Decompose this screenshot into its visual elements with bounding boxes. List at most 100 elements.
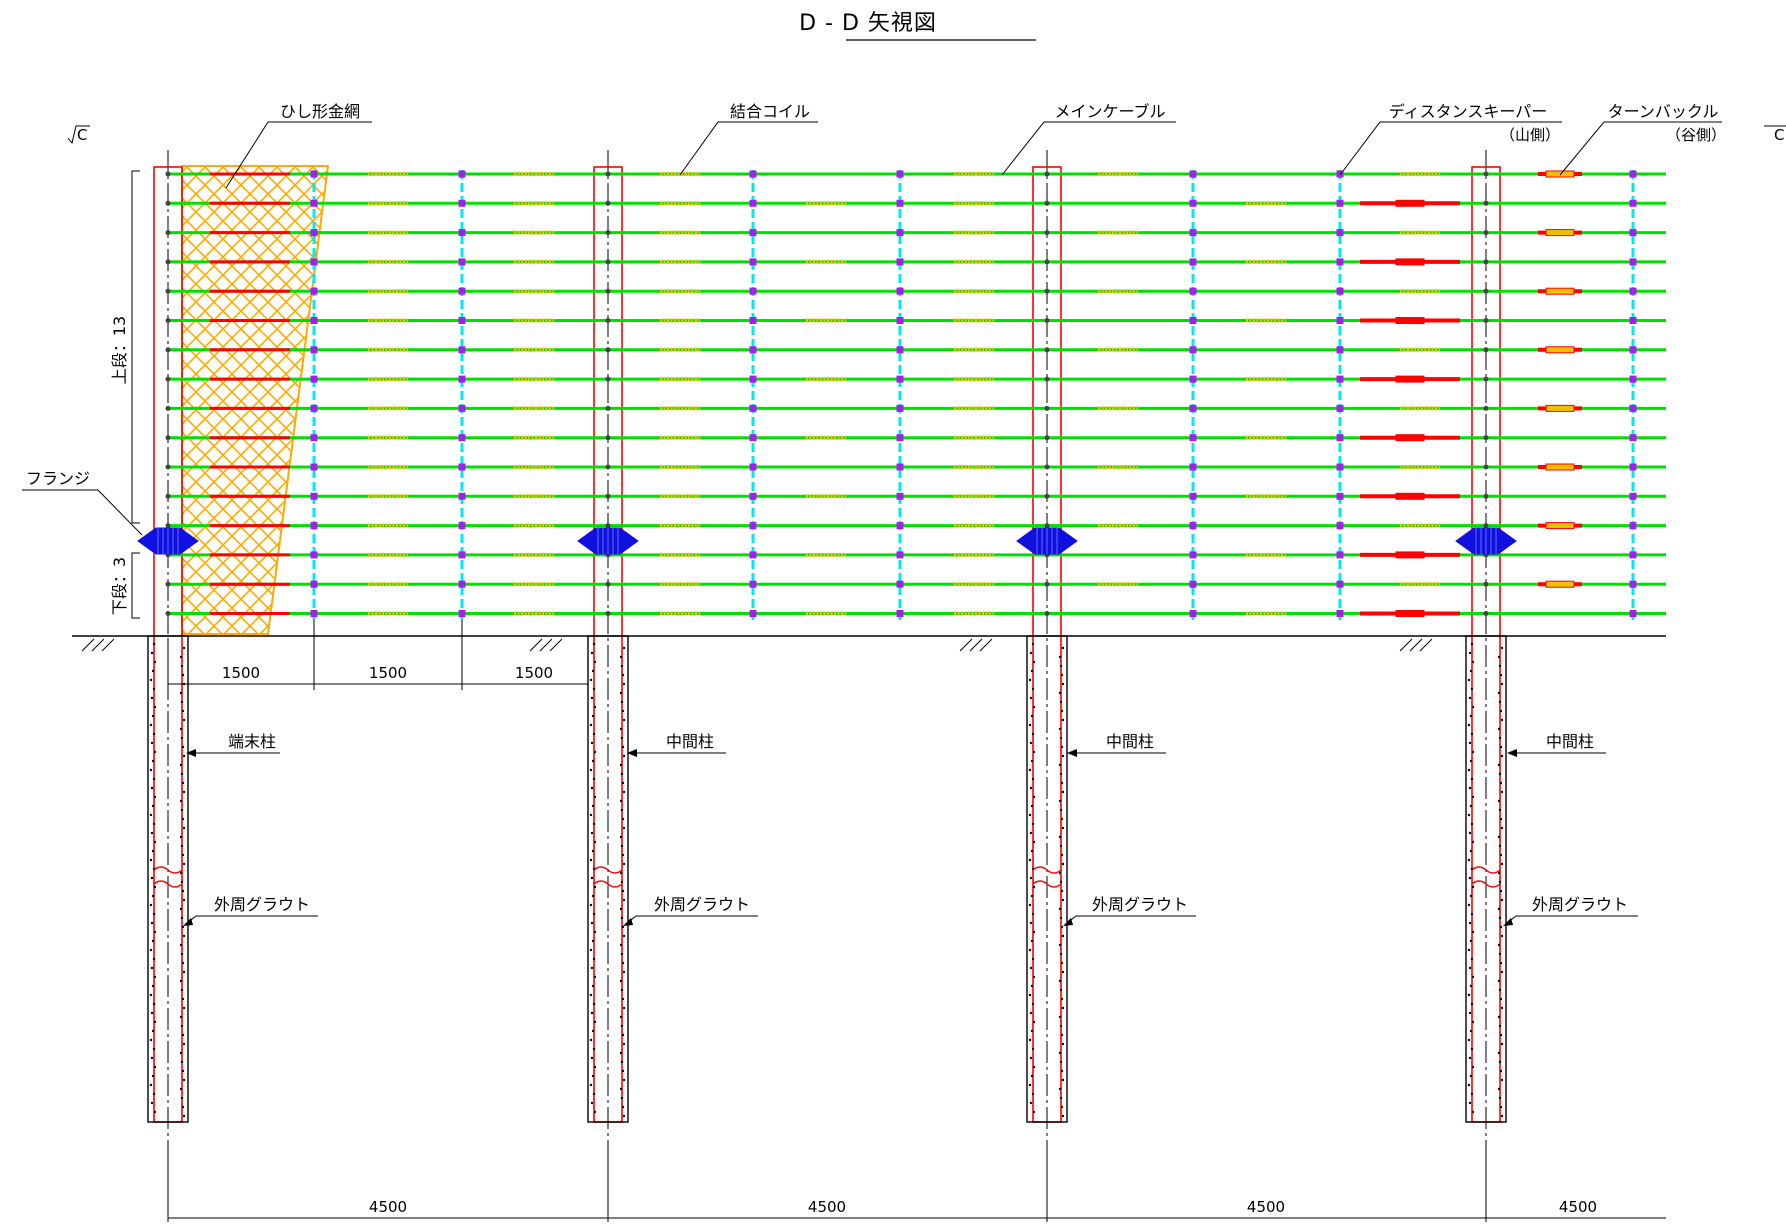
grout-dot: [1497, 979, 1501, 983]
grout-dot: [180, 1024, 184, 1028]
grout-dot: [590, 651, 594, 655]
cable-node: [458, 551, 466, 559]
grout-dot: [622, 1114, 626, 1118]
post-node: [165, 464, 171, 470]
cable-node: [458, 346, 466, 354]
grout-dot: [1500, 862, 1504, 866]
grout-dot: [590, 696, 594, 700]
grout-dot: [1468, 921, 1472, 925]
mesh-line: [182, 166, 328, 634]
section-mark-left-text: C: [77, 126, 87, 144]
grout-dot: [589, 768, 593, 772]
grout-dot: [620, 1096, 624, 1100]
grout-dot: [181, 1033, 185, 1037]
grout-dot: [619, 799, 623, 803]
grout-dot: [1498, 1096, 1502, 1100]
grout-dot: [1030, 984, 1034, 988]
grout-dot: [590, 741, 594, 745]
grout-dot: [592, 957, 596, 961]
cable-node: [1336, 580, 1344, 588]
grout-dot: [1032, 795, 1036, 799]
mesh-line: [438, 166, 908, 636]
arrow-middle-post-1: [627, 749, 637, 757]
cable-node: [1629, 199, 1637, 207]
grout-dot: [1031, 1092, 1035, 1096]
post-node: [1044, 435, 1050, 441]
post-node: [1483, 318, 1489, 323]
lower-tier-bracket: [131, 552, 140, 619]
grout-dot: [1031, 732, 1035, 736]
turnbuckle-body: [1545, 170, 1575, 178]
grout-dot: [1500, 826, 1504, 830]
turnbuckle-body: [1545, 287, 1575, 295]
grout-dot: [182, 718, 186, 722]
post-node: [1483, 435, 1489, 441]
grout-dot: [182, 826, 186, 830]
grout-dot: [592, 642, 596, 646]
grout-dot: [151, 714, 155, 718]
grout-dot: [589, 678, 593, 682]
grout-dot: [1032, 840, 1036, 844]
turnbuckle-body: [1545, 580, 1575, 588]
post-node: [1044, 405, 1050, 411]
grout-dot: [1061, 898, 1065, 902]
cable-node: [1336, 404, 1344, 412]
grout-dot: [153, 1065, 157, 1069]
cable-node: [458, 199, 466, 207]
cable-node: [1336, 287, 1344, 295]
grout-dot: [589, 903, 593, 907]
grout-dot: [1030, 759, 1034, 763]
grout-dot: [150, 831, 154, 835]
mesh-line: [420, 166, 890, 636]
grout-dot: [1467, 903, 1471, 907]
grout-dot: [151, 1029, 155, 1033]
cable-node: [896, 199, 904, 207]
mesh-line: [546, 166, 1016, 636]
grout-dot: [1028, 813, 1032, 817]
mesh-line: [182, 166, 315, 634]
grout-dot: [1469, 714, 1473, 718]
grout-dot: [149, 993, 153, 997]
post-node: [605, 230, 611, 236]
grout-dot: [1468, 696, 1472, 700]
turnbuckle-body: [1545, 404, 1575, 412]
mesh-line: [654, 166, 1124, 636]
grout-dot: [153, 975, 157, 979]
cable-node: [310, 346, 318, 354]
cable-node: [1629, 317, 1637, 324]
mesh-line: [275, 166, 328, 634]
mesh-line: [182, 166, 207, 634]
grout-dot: [1499, 781, 1503, 785]
mesh-line: [182, 166, 328, 634]
grout-dot: [1058, 1015, 1062, 1019]
cable-node: [310, 229, 318, 237]
grout-dot: [620, 736, 624, 740]
post-node: [1044, 581, 1050, 587]
mesh-line: [348, 166, 818, 636]
post-spacing-dimension: [167, 1150, 1666, 1222]
mesh-line: [182, 166, 328, 634]
cable-node: [896, 551, 904, 559]
grout-dot: [1028, 1038, 1032, 1042]
grout-dot: [153, 795, 157, 799]
grout-dot: [153, 930, 157, 934]
post-node: [165, 318, 171, 323]
grout-dot: [1468, 1056, 1472, 1060]
post-joint: [153, 866, 183, 888]
grout-dot: [1468, 741, 1472, 745]
grout-dot: [150, 1101, 154, 1105]
post-node: [605, 376, 611, 382]
cable-node: [1336, 492, 1344, 500]
grout-dot: [1470, 642, 1474, 646]
grout-dot: [1058, 655, 1062, 659]
grout-dot: [590, 966, 594, 970]
grout-dot: [1060, 709, 1064, 713]
grout-dot: [1032, 705, 1036, 709]
mesh-line: [708, 166, 1178, 636]
cable-node: [1189, 404, 1197, 412]
grout-dot: [1498, 808, 1502, 812]
leader-grout-3: [1065, 915, 1196, 925]
turnbuckle-body: [1395, 375, 1425, 383]
cable-node: [1336, 610, 1344, 617]
